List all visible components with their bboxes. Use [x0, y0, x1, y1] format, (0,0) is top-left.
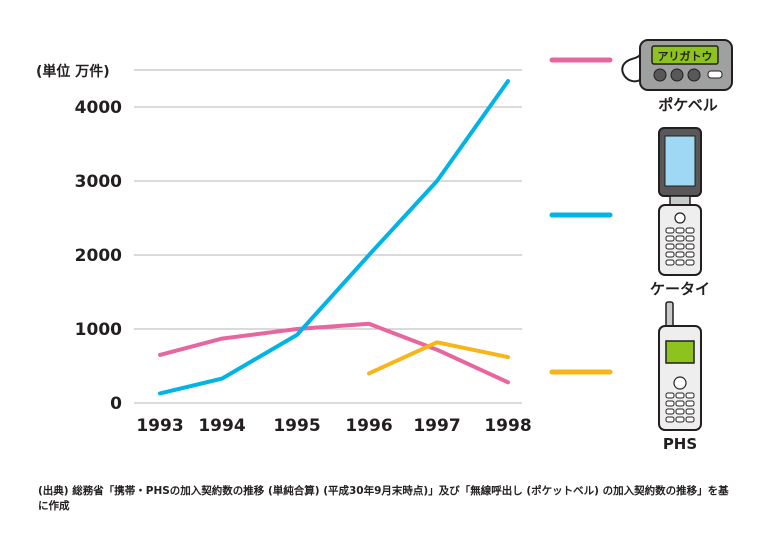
- y-tick-label: 3000: [75, 172, 122, 192]
- keypad-key: [665, 243, 675, 250]
- keypad-key: [675, 251, 685, 258]
- keypad-key: [675, 416, 685, 423]
- x-axis: 1993 1994 1995 1996 1997 1998: [136, 416, 531, 436]
- series-line-mobile: [158, 79, 510, 396]
- keypad-key: [665, 259, 675, 266]
- pager-display-text: アリガトウ: [658, 49, 713, 63]
- y-tick-label: 2000: [75, 246, 122, 266]
- y-tick-label: 1000: [75, 320, 122, 340]
- source-note: (出典) 総務省「携帯・PHSの加入契約数の推移 (単純合算) (平成30年9月…: [38, 485, 729, 512]
- phs-phone-icon: [658, 301, 702, 431]
- x-tick-label: 1995: [273, 416, 320, 436]
- x-tick-label: 1996: [345, 416, 392, 436]
- gridlines: [134, 69, 522, 404]
- keypad-key: [675, 243, 685, 250]
- keypad-key: [685, 235, 695, 242]
- keypad-key: [675, 235, 685, 242]
- series-line-phs: [367, 340, 510, 376]
- keypad-key: [685, 392, 695, 399]
- series-lines: [158, 79, 510, 396]
- keypad-key: [665, 392, 675, 399]
- keypad-key: [685, 251, 695, 258]
- keypad-key: [675, 227, 685, 234]
- legend-label-pager: ポケベル: [658, 96, 718, 114]
- flip-phone-icon: [658, 127, 702, 276]
- x-tick-label: 1997: [413, 416, 460, 436]
- y-tick-label: 4000: [75, 98, 122, 118]
- x-tick-label: 1993: [136, 416, 183, 436]
- legend-label-mobile: ケータイ: [650, 280, 710, 298]
- keypad-key: [675, 400, 685, 407]
- legend: アリガトウ ポケベル ケータイ PHS: [549, 39, 733, 453]
- keypad-key: [685, 259, 695, 266]
- keypad-key: [665, 400, 675, 407]
- keypad-key: [675, 259, 685, 266]
- unit-label: (単位 万件): [36, 63, 110, 80]
- keypad-key: [665, 408, 675, 415]
- pager-icon: アリガトウ: [621, 39, 733, 91]
- x-tick-label: 1998: [484, 416, 531, 436]
- keypad-key: [685, 416, 695, 423]
- legend-label-phs: PHS: [663, 435, 697, 453]
- keypad-key: [665, 251, 675, 258]
- series-line-pager: [158, 321, 510, 385]
- keypad-key: [685, 408, 695, 415]
- keypad-key: [675, 408, 685, 415]
- y-axis: 0 1000 2000 3000 4000: [75, 98, 122, 414]
- keypad-key: [685, 243, 695, 250]
- keypad-key: [665, 227, 675, 234]
- keypad-key: [685, 227, 695, 234]
- keypad-key: [685, 400, 695, 407]
- keypad-key: [665, 416, 675, 423]
- x-tick-label: 1994: [198, 416, 245, 436]
- keypad-key: [665, 235, 675, 242]
- keypad-key: [675, 392, 685, 399]
- y-tick-label: 0: [110, 394, 122, 414]
